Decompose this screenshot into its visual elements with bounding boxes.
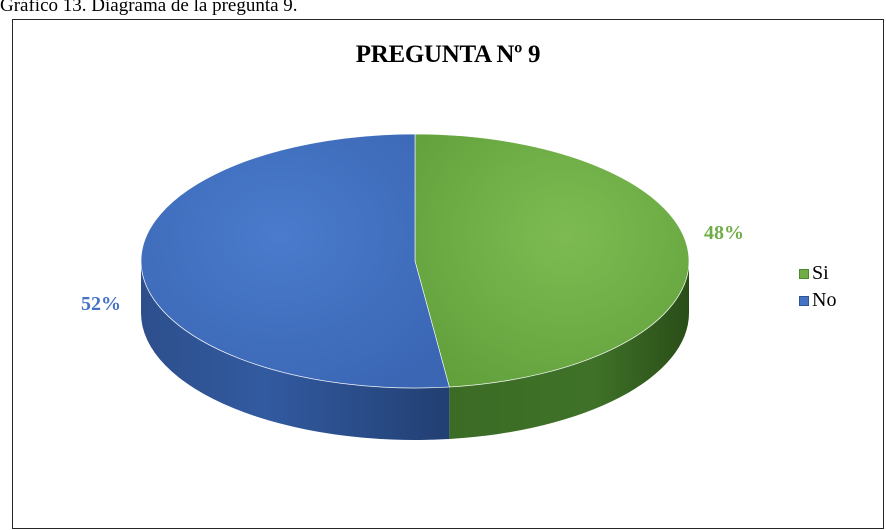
legend-swatch-no — [799, 295, 809, 306]
legend-item-si: Si — [799, 260, 836, 287]
data-label-si: 48% — [704, 222, 744, 244]
figure-caption: Gráfico 13. Diagrama de la pregunta 9. — [0, 0, 298, 16]
legend-swatch-si — [799, 268, 809, 279]
legend-item-no: No — [799, 287, 836, 314]
chart-title: PREGUNTA Nº 9 — [355, 41, 541, 68]
legend-label-si: Si — [812, 262, 829, 284]
pie-side-si — [449, 261, 689, 439]
pie-slice-si — [414, 133, 690, 388]
pie-chart: 48% 52% — [81, 133, 744, 440]
chart-frame: PREGUNTA Nº 9 48% 52% — [12, 19, 884, 529]
pie-side-no — [140, 261, 450, 440]
data-label-no: 52% — [81, 293, 121, 315]
chart-legend: Si No — [799, 260, 836, 314]
pie-slice-no — [140, 133, 450, 389]
pie-rim — [140, 133, 690, 389]
legend-label-no: No — [812, 289, 837, 311]
